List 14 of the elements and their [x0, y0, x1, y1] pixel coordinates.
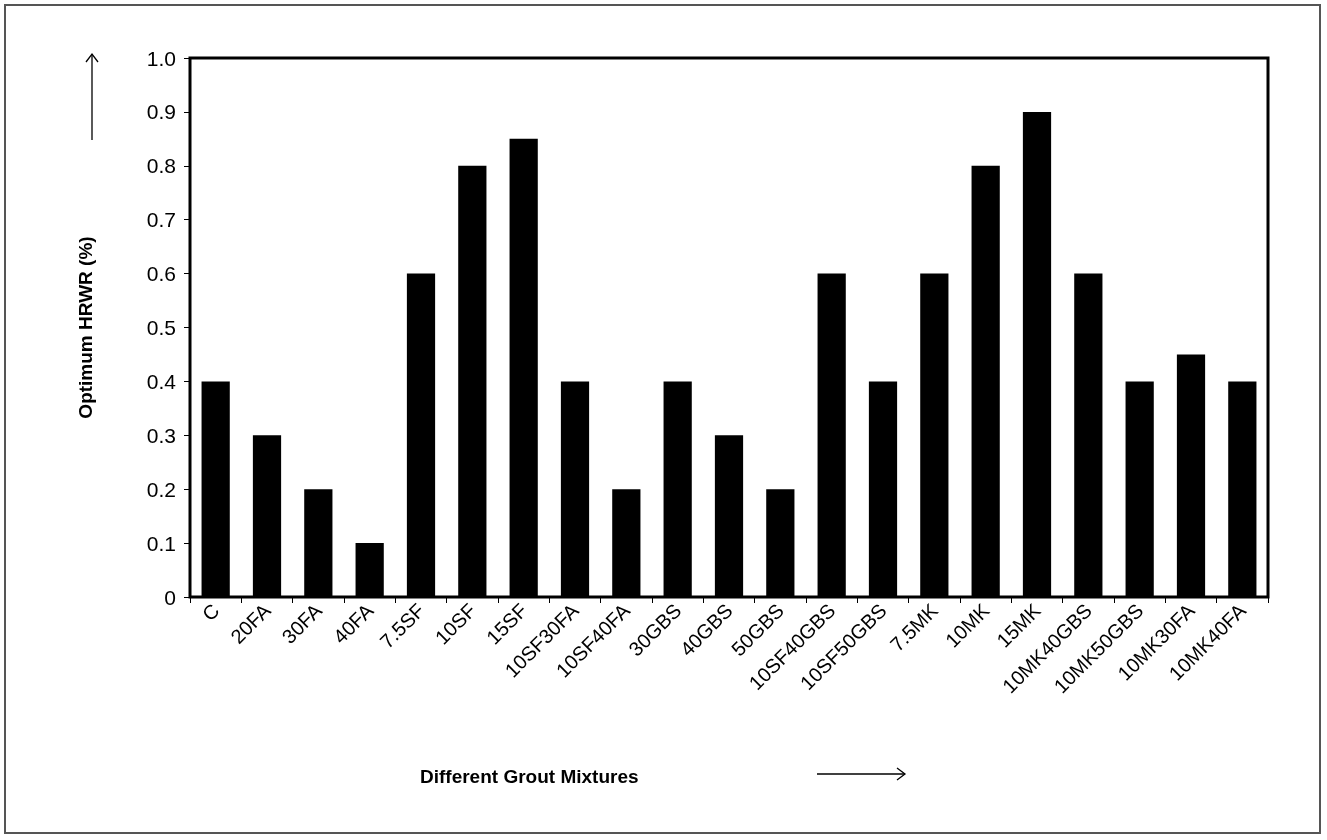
- y-tick-label: 0.8: [146, 154, 176, 178]
- y-tick-label: 1.0: [146, 46, 176, 70]
- y-tick-label: 0.2: [146, 477, 176, 501]
- y-tick-label: 0.6: [146, 262, 176, 286]
- y-tick-label: 0.9: [146, 100, 176, 124]
- y-tick-label: 0.5: [146, 316, 176, 339]
- x-axis-title: Different Grout Mixtures: [420, 766, 639, 787]
- y-tick-label: 0.1: [146, 531, 176, 555]
- y-tick-label: 0: [164, 585, 176, 609]
- y-tick-label: 0.3: [146, 423, 176, 447]
- y-tick-label: 0.7: [146, 208, 176, 232]
- y-tick-label: 0.4: [146, 369, 177, 393]
- x-tick-label: C: [197, 599, 224, 625]
- y-axis-title: Optimum HRWR (%): [75, 236, 96, 419]
